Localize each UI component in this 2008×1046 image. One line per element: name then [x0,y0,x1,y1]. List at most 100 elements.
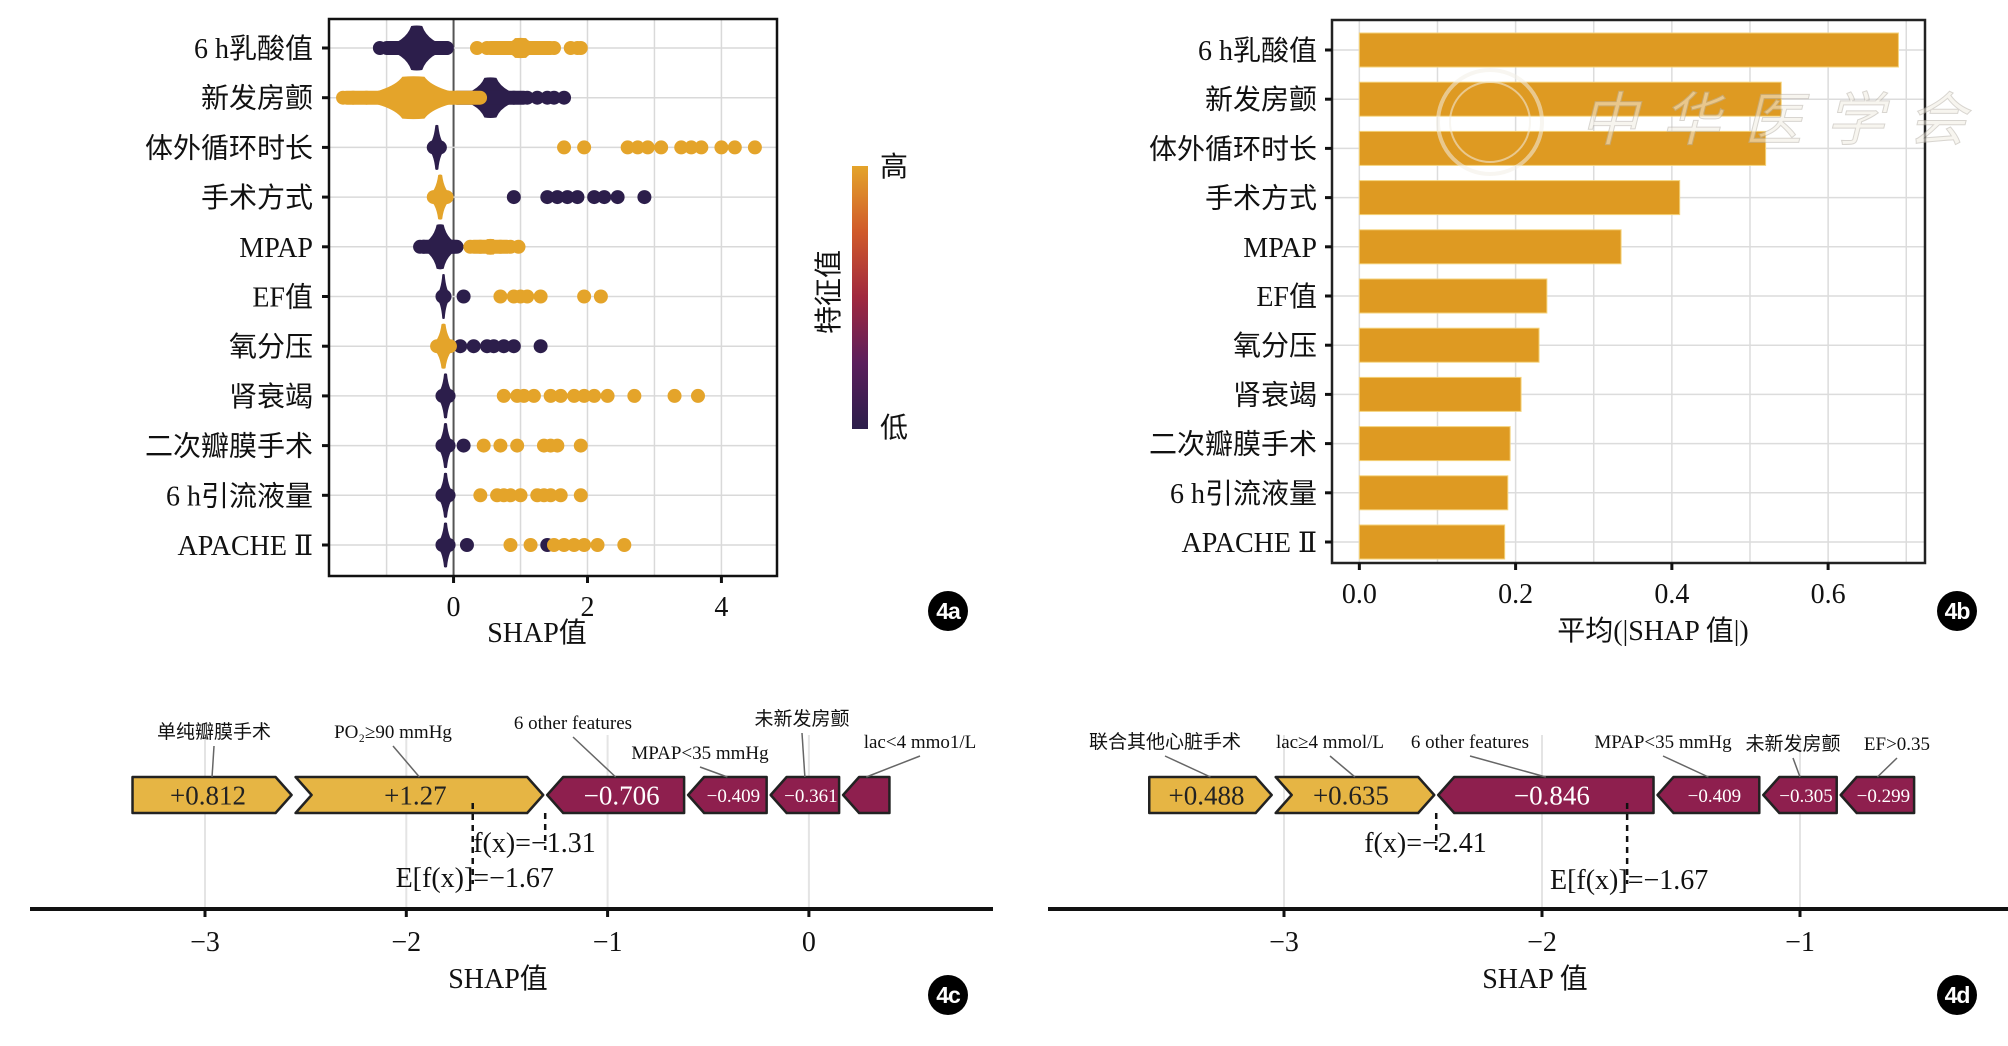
feature-label: MPAP<35 mmHg [1594,732,1732,753]
low-value-point [506,190,521,205]
colorbar-high-label: 高 [880,151,908,183]
segment-value-label: +0.488 [1168,781,1244,811]
high-value-point [567,388,582,403]
high-value-point [473,488,488,503]
high-value-point [516,388,531,403]
segment-value-label: −0.305 [1779,786,1832,807]
y-tick-label: 二次瓣膜手术 [1149,429,1317,461]
high-value-point [543,488,558,503]
x-tick-label: −2 [1527,927,1557,958]
high-value-point [547,41,562,55]
segment-value-label: −0.846 [1514,781,1590,811]
x-axis-title: SHAP值 [448,963,548,995]
x-tick-label: 0.0 [1342,579,1377,610]
high-value-point [533,41,548,55]
x-tick-label: 0.4 [1654,579,1689,610]
high-value-point [617,538,632,552]
feature-label: lac<4 mmo1/L [864,732,977,753]
low-value-point [453,339,468,354]
high-value-point [640,140,655,155]
y-tick-label: 手术方式 [1205,183,1317,215]
panel-label-4c: 4c [928,975,968,1015]
high-value-point [503,538,518,552]
force-segment-negative [1839,775,1916,815]
high-value-point [523,538,538,552]
high-value-core [430,339,457,354]
low-value-point [416,239,431,254]
high-value-core [426,190,454,205]
segment-value-label: −0.361 [784,786,837,807]
high-value-point [493,289,508,304]
x-tick-label: 2 [580,592,594,623]
bar [1358,426,1511,462]
high-value-point [573,438,588,453]
high-value-point [493,41,508,55]
bar [1358,81,1782,117]
low-value-point [456,289,471,304]
high-value-point [667,388,682,403]
feature-leader-line [211,745,215,778]
colorbar-title: 特征值 [813,250,845,334]
high-value-point [372,90,387,105]
low-value-point [587,190,602,205]
high-value-point [439,90,454,105]
y-tick-label: 肾衰竭 [229,381,313,413]
low-value-point [486,339,501,354]
y-tick-label: 氧分压 [229,331,313,363]
low-value-point [466,339,481,354]
high-value-point [577,140,592,155]
low-value-core [435,538,456,552]
force-segment-negative [545,775,686,815]
panel-label-4a: 4a [928,591,968,631]
high-value-point [587,388,602,403]
feature-label: 6 other features [1411,732,1529,753]
y-tick-label: 6 h引流液量 [1170,478,1317,510]
x-tick-label: −1 [593,927,623,958]
high-value-point [449,90,464,105]
x-tick-label: −3 [190,927,220,958]
feature-leader-line [1662,755,1709,778]
plot-frame [1330,18,1927,565]
high-value-point [469,41,484,55]
panel-4d-force-plot: −3 −2 −1 SHAP 值 +0.488 +0.635 −0.846 −0.409 −0.3… [1048,731,2008,995]
high-value-point [553,388,568,403]
feature-label: 6 other features [514,713,632,734]
feature-label: MPAP<35 mmHg [631,743,769,764]
high-value-point [359,90,374,105]
feature-leader-line [1876,757,1898,778]
watermark-seal-inner [1449,81,1531,163]
base-value-label: E[f(x)]=−1.67 [1550,865,1708,896]
feature-label: lac≥4 mmol/L [1276,732,1384,753]
segment-value-label: −0.706 [584,781,660,811]
low-value-point [560,190,575,205]
watermark-seal-icon [1436,68,1544,176]
high-value-point [547,538,562,552]
high-value-point [727,140,742,155]
watermark: 中华医学会 [1436,68,1990,176]
bar [1358,32,1899,68]
bar [1358,524,1506,560]
x-tick-label: −1 [1785,927,1815,958]
low-value-point [386,41,401,55]
y-tick-label: 6 h乳酸值 [1198,35,1317,67]
high-value-point [557,140,572,155]
feature-leader-line [392,745,420,778]
high-value-point [593,289,608,304]
low-value-point [610,190,625,205]
low-value-point [637,190,652,205]
force-segment-positive [294,775,545,815]
segment-value-label: +0.812 [170,781,246,811]
low-value-point [506,339,521,354]
y-tick-label: 二次瓣膜手术 [145,431,313,463]
low-value-core [435,488,456,503]
colorbar-low-label: 低 [880,412,908,444]
colorbar [852,166,868,429]
bar [1358,130,1767,166]
watermark-text: 中华医学会 [1580,88,1990,153]
low-value-point [456,438,471,453]
low-value-point [570,190,585,205]
low-value-point [550,190,565,205]
